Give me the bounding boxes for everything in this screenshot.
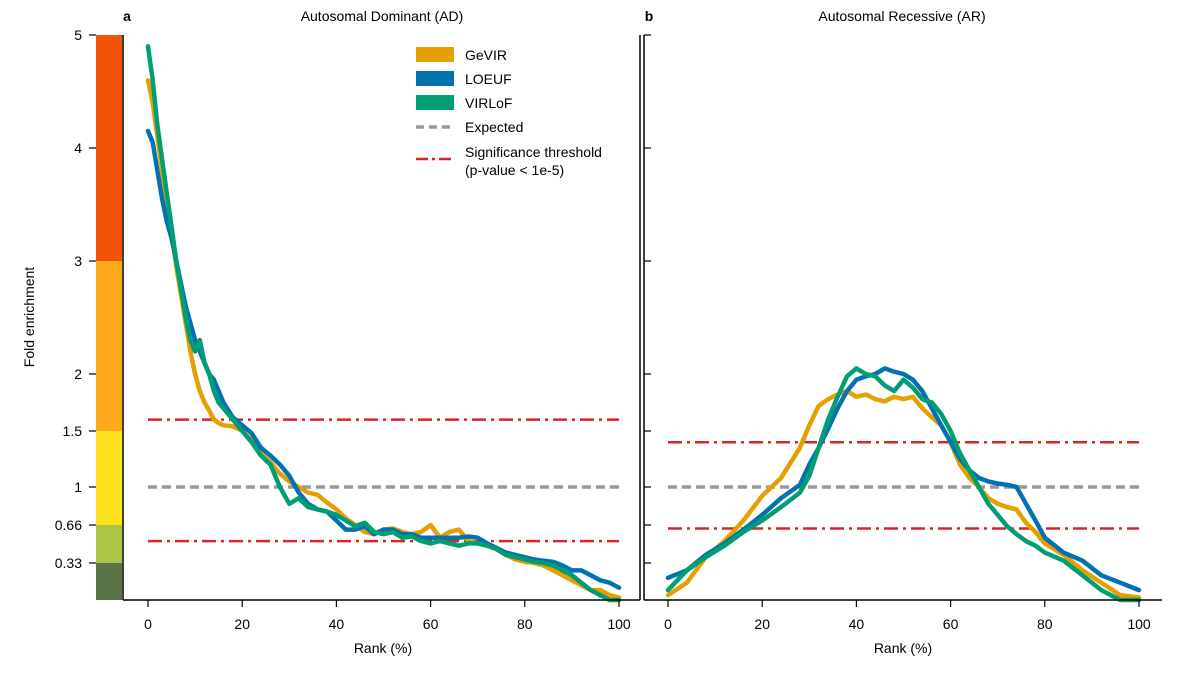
panel-a-label: a [123,8,131,24]
panel-a-title: Autosomal Dominant (AD) [301,8,464,24]
panel-b-label: b [645,8,654,24]
panel-a-x-axis-label: Rank (%) [354,640,412,656]
series-line-virlof [665,366,1142,603]
enrichment-color-bar [96,35,124,600]
legend-label-significance: Significance threshold [465,144,602,160]
x-tick-label: 20 [754,616,770,632]
x-tick-label: 60 [943,616,959,632]
legend: GeVIR LOEUF VIRLoF Expected Significance… [416,47,602,178]
y-tick-label: 0.66 [55,517,82,533]
x-tick-label: 0 [664,616,672,632]
y-tick-label: 4 [74,140,82,156]
x-tick-label: 100 [1127,616,1151,632]
legend-label-loeuf: LOEUF [465,71,512,87]
x-tick-labels-b: 0 20 40 60 80 100 [664,600,1151,632]
y-tick-label: 1 [74,479,82,495]
color-bar-segment-0 [96,563,122,600]
x-tick-label: 0 [144,616,152,632]
y-axis-label: Fold enrichment [21,267,37,367]
legend-swatch-virlof [416,95,454,110]
x-tick-label: 80 [517,616,533,632]
y-tick-label: 3 [74,253,82,269]
legend-label-virlof: VIRLoF [465,95,512,111]
reference-lines-a [148,418,619,543]
panel-b-x-axis-label: Rank (%) [874,640,932,656]
color-bar-segment-2 [96,431,122,525]
x-tick-label: 40 [329,616,345,632]
x-tick-labels-a: 0 20 40 60 80 100 [144,600,631,632]
color-bar-segment-4 [96,35,122,261]
panel-a: a Autosomal Dominant (AD) 0.33 0.66 1 1.5 2 3… [55,8,641,656]
y-tick-label: 5 [74,27,82,43]
x-tick-label: 80 [1037,616,1053,632]
legend-swatch-gevir [416,47,454,62]
color-bar-segment-3 [96,261,122,431]
color-bar-segment-1 [96,525,122,563]
reference-lines-b [668,440,1139,530]
y-ticks-b [644,34,651,564]
x-tick-label: 100 [607,616,631,632]
panel-b: b Autosomal Recessive (AR) 0 20 40 60 80 100 … [643,8,1162,656]
y-tick-label: 2 [74,366,82,382]
series-line-virlof [145,44,622,603]
series-lines-b [665,366,1142,603]
series-line-loeuf [145,128,622,590]
y-tick-label: 0.33 [55,555,82,571]
legend-label-gevir: GeVIR [465,47,507,63]
legend-label-significance-note: (p-value < 1e-5) [465,162,564,178]
x-tick-label: 40 [849,616,865,632]
y-tick-labels: 0.33 0.66 1 1.5 2 3 4 5 [55,27,96,571]
legend-label-expected: Expected [465,119,523,135]
x-tick-label: 60 [423,616,439,632]
legend-swatch-loeuf [416,71,454,86]
panel-b-title: Autosomal Recessive (AR) [818,8,985,24]
y-tick-label: 1.5 [63,423,83,439]
series-line-gevir [665,388,1142,600]
series-line-loeuf [665,366,1142,593]
x-tick-label: 20 [234,616,250,632]
series-lines-a [145,44,622,603]
